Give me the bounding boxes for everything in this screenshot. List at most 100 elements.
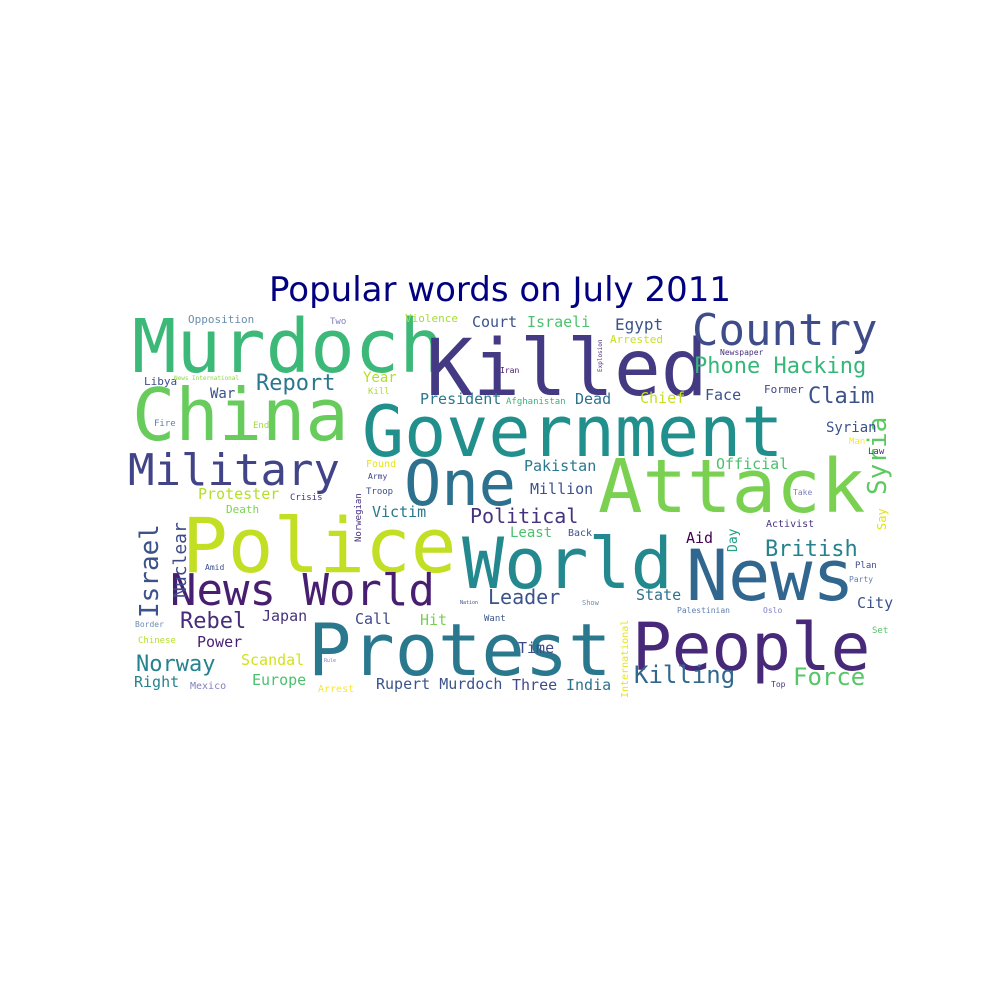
word-official: Official	[716, 455, 788, 473]
word-syria: Syria	[863, 417, 893, 495]
page-title: Popular words on July 2011	[268, 270, 732, 310]
word-nation: Nation	[460, 600, 478, 606]
word-top: Top	[771, 680, 786, 689]
word-claim: Claim	[808, 384, 874, 409]
word-rupert-murdoch: Rupert Murdoch	[376, 675, 502, 693]
word-news: News	[686, 535, 855, 617]
word-violence: Violence	[405, 312, 458, 325]
word-day: Day	[726, 528, 741, 552]
word-plan: Plan	[855, 561, 877, 571]
word-libya: Libya	[144, 375, 177, 388]
word-two: Two	[330, 317, 346, 327]
word-crisis: Crisis	[290, 493, 323, 503]
word-protest: Protest	[308, 608, 611, 692]
word-police: Police	[182, 501, 457, 590]
word-norwegian: Norwegian	[354, 493, 364, 542]
word-found: Found	[366, 459, 396, 470]
word-one: One	[404, 447, 516, 520]
word-war: War	[210, 386, 235, 402]
word-mexico: Mexico	[190, 681, 226, 692]
word-million: Million	[530, 480, 593, 498]
word-news-international: News International	[174, 375, 239, 382]
word-set: Set	[872, 626, 888, 636]
word-phone-hacking: Phone Hacking	[694, 354, 866, 379]
word-year: Year	[363, 370, 397, 386]
word-time: Time	[518, 639, 554, 657]
word-law: Law	[868, 447, 885, 457]
word-least: Least	[510, 525, 552, 541]
word-troop: Troop	[366, 487, 393, 497]
word-israel: Israel	[135, 524, 165, 618]
word-victim: Victim	[372, 503, 426, 521]
word-say: Say	[875, 508, 889, 530]
word-army: Army	[368, 472, 387, 481]
word-activist: Activist	[766, 519, 814, 530]
word-military: Military	[128, 445, 340, 496]
word-leader: Leader	[488, 585, 560, 609]
word-rule: Rule	[324, 658, 336, 664]
word-egypt: Egypt	[615, 315, 663, 334]
word-man: Man	[849, 437, 865, 447]
word-three: Three	[512, 676, 557, 694]
word-kill: Kill	[368, 387, 390, 397]
word-take: Take	[793, 488, 812, 497]
word-murdoch: Murdoch	[132, 304, 444, 390]
word-chinese: Chinese	[138, 636, 176, 646]
word-news-world: News World	[170, 565, 435, 616]
word-newspaper: Newspaper	[720, 348, 764, 357]
word-chief: Chief	[640, 389, 685, 407]
word-killed: Killed	[426, 324, 708, 414]
word-state: State	[636, 586, 681, 604]
word-party: Party	[849, 575, 873, 584]
word-call: Call	[355, 610, 391, 628]
word-scandal: Scandal	[241, 651, 304, 669]
word-city: City	[857, 594, 893, 612]
word-palestinian: Palestinian	[677, 606, 730, 615]
word-face: Face	[705, 386, 741, 404]
word-oslo: Oslo	[763, 606, 782, 615]
word-europe: Europe	[252, 671, 306, 689]
word-nuclear: Nuclear	[170, 522, 191, 598]
word-norway: Norway	[136, 652, 215, 677]
word-people: People	[632, 609, 870, 686]
word-political: Political	[470, 504, 578, 528]
word-british: British	[765, 537, 858, 562]
word-hit: Hit	[420, 611, 447, 629]
word-afghanistan: Afghanistan	[506, 397, 566, 407]
word-want: Want	[484, 614, 506, 624]
word-rebel: Rebel	[180, 609, 246, 634]
word-explosion: Explosion	[597, 339, 604, 372]
word-india: India	[566, 676, 611, 694]
word-iran: Iran	[500, 366, 519, 375]
word-dead: Dead	[575, 390, 611, 408]
word-amid: Amid	[205, 563, 224, 572]
word-right: Right	[134, 673, 179, 691]
word-power: Power	[197, 633, 242, 651]
word-china: China	[132, 373, 349, 457]
word-country: Country	[692, 305, 877, 356]
word-arrest: Arrest	[318, 684, 354, 695]
word-president: President	[420, 390, 501, 408]
word-end: End	[253, 421, 269, 431]
word-fire: Fire	[154, 419, 176, 429]
word-report: Report	[256, 371, 335, 396]
word-pakistan: Pakistan	[524, 457, 596, 475]
word-international: International	[620, 620, 631, 698]
word-japan: Japan	[262, 607, 307, 625]
word-syrian: Syrian	[826, 420, 877, 436]
word-aid: Aid	[686, 529, 713, 547]
word-court: Court	[472, 313, 517, 331]
word-government: Government	[362, 391, 783, 473]
word-border: Border	[135, 620, 164, 629]
word-back: Back	[568, 528, 592, 539]
word-former: Former	[764, 383, 804, 396]
word-attack: Attack	[598, 444, 865, 530]
word-protester: Protester	[198, 485, 279, 503]
word-killing: Killing	[634, 661, 735, 689]
word-world: World	[462, 523, 673, 605]
word-opposition: Opposition	[188, 313, 254, 326]
word-force: Force	[793, 663, 865, 691]
word-show: Show	[582, 599, 600, 607]
word-arrested: Arrested	[610, 333, 663, 346]
